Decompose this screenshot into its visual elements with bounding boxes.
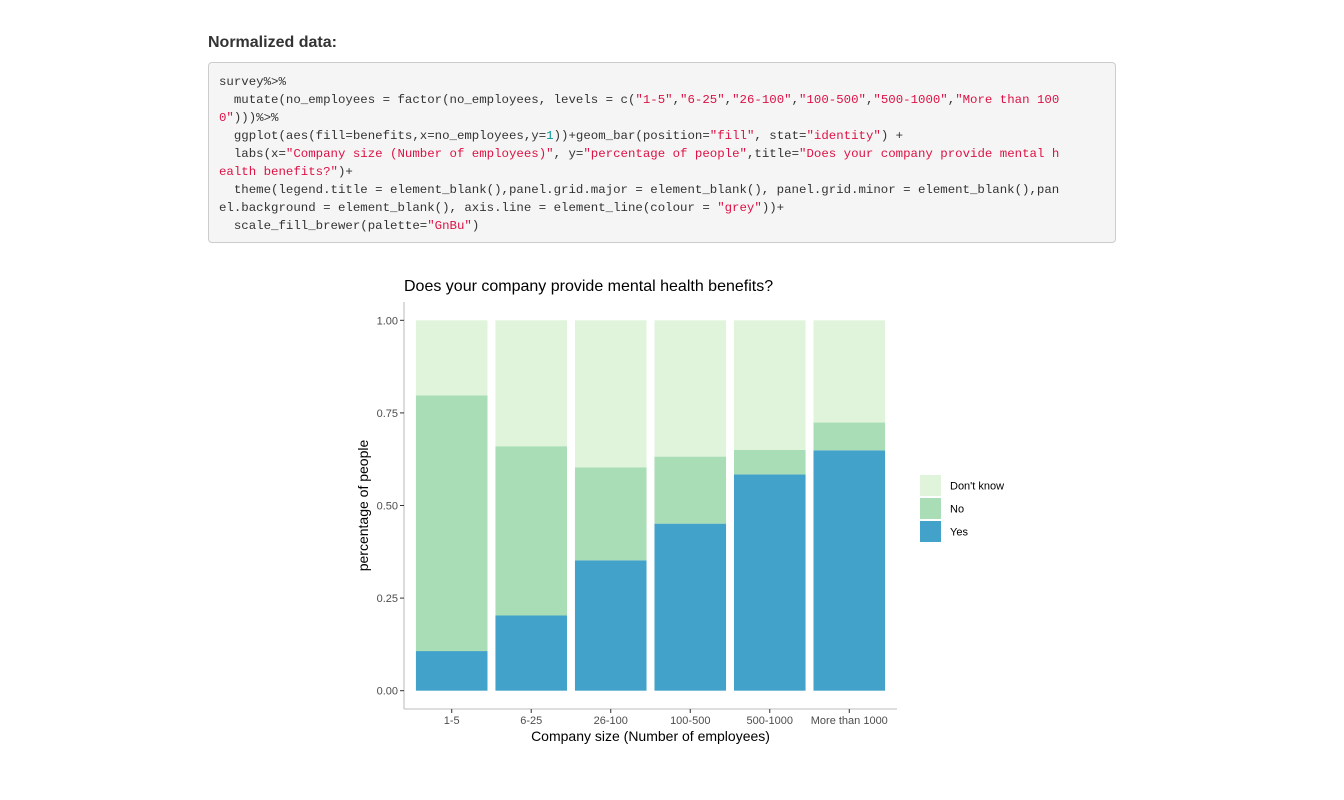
code-string-token: "Company size (Number of employees)": [285, 147, 554, 161]
code-string-token: ealth benefits?": [219, 165, 338, 179]
y-tick-label: 0.00: [377, 686, 398, 698]
bar-segment-yes: [733, 474, 806, 691]
code-token: ,title=: [746, 147, 800, 161]
code-token: ,: [947, 93, 956, 107]
code-token: ))+: [761, 201, 785, 215]
code-number-token: 1: [546, 129, 554, 143]
x-tick-label: 26-100: [594, 715, 628, 727]
code-token: ) +: [880, 129, 904, 143]
code-line: 0")))%>%: [219, 109, 1105, 127]
legend-label: No: [950, 504, 964, 516]
code-token: )+: [337, 165, 353, 179]
chart-container: Does your company provide mental health …: [340, 262, 1040, 762]
code-token: theme(legend.title = element_blank(),pan…: [219, 183, 1060, 197]
x-tick-label: 6-25: [520, 715, 542, 727]
code-token: , y=: [553, 147, 584, 161]
code-line: mutate(no_employees = factor(no_employee…: [219, 91, 1105, 109]
code-token: ggplot(aes(fill=benefits,x=no_employees,…: [219, 129, 547, 143]
code-string-token: "percentage of people": [583, 147, 747, 161]
legend-label: Don't know: [950, 481, 1004, 493]
code-string-token: "Does your company provide mental h: [799, 147, 1060, 161]
code-block: survey%>% mutate(no_employees = factor(n…: [208, 62, 1116, 243]
code-line: labs(x="Company size (Number of employee…: [219, 145, 1105, 163]
legend-swatch: [920, 498, 941, 519]
bar-segment-don-t-know: [415, 320, 488, 396]
code-token: ,: [865, 93, 874, 107]
legend-label: Yes: [950, 527, 968, 539]
code-string-token: "26-100": [732, 93, 792, 107]
x-tick-label: More than 1000: [811, 715, 888, 727]
code-string-token: "100-500": [799, 93, 866, 107]
code-string-token: "6-25": [680, 93, 725, 107]
code-string-token: "fill": [709, 129, 755, 143]
bar-segment-no: [574, 467, 647, 561]
x-tick-label: 1-5: [444, 715, 460, 727]
code-string-token: 0": [219, 111, 234, 125]
section-heading: Normalized data:: [208, 34, 337, 51]
y-tick-label: 0.75: [377, 408, 398, 420]
code-string-token: "More than 100: [955, 93, 1060, 107]
code-string-token: "grey": [717, 201, 762, 215]
code-token: mutate(no_employees = factor(no_employee…: [219, 93, 636, 107]
bar-segment-no: [415, 395, 488, 652]
legend-swatch: [920, 521, 941, 542]
y-tick-label: 0.25: [377, 593, 398, 605]
code-line: ggplot(aes(fill=benefits,x=no_employees,…: [219, 127, 1105, 145]
legend-swatch: [920, 475, 941, 496]
code-string-token: "GnBu": [427, 219, 472, 233]
code-token: , stat=: [754, 129, 807, 143]
code-line: scale_fill_brewer(palette="GnBu"): [219, 217, 1105, 235]
code-token: survey%>%: [219, 75, 286, 89]
bar-segment-yes: [654, 523, 727, 691]
bar-segment-don-t-know: [813, 320, 886, 423]
code-line: theme(legend.title = element_blank(),pan…: [219, 181, 1105, 199]
code-token: ,: [672, 93, 681, 107]
code-line: survey%>%: [219, 73, 1105, 91]
bar-segment-don-t-know: [495, 320, 568, 447]
x-tick-label: 500-1000: [747, 715, 794, 727]
bar-segment-don-t-know: [574, 320, 647, 468]
code-line: el.background = element_blank(), axis.li…: [219, 199, 1105, 217]
code-token: el.background = element_blank(), axis.li…: [219, 201, 718, 215]
code-token: ,: [724, 93, 733, 107]
code-string-token: "identity": [806, 129, 881, 143]
bar-segment-no: [495, 446, 568, 616]
code-token: )))%>%: [233, 111, 279, 125]
code-string-token: "1-5": [635, 93, 673, 107]
bar-segment-yes: [574, 560, 647, 691]
chart-title: Does your company provide mental health …: [404, 278, 773, 295]
bar-segment-no: [654, 456, 727, 524]
bar-segment-don-t-know: [733, 320, 806, 450]
code-token: scale_fill_brewer(palette=: [219, 219, 428, 233]
bar-segment-no: [733, 449, 806, 475]
bar-segment-yes: [813, 450, 886, 691]
y-tick-label: 0.50: [377, 501, 398, 513]
code-token: ))+geom_bar(position=: [553, 129, 710, 143]
code-token: ,: [791, 93, 800, 107]
code-line: ealth benefits?")+: [219, 163, 1105, 181]
bar-segment-yes: [495, 615, 568, 691]
x-tick-label: 100-500: [670, 715, 710, 727]
code-token: labs(x=: [219, 147, 286, 161]
code-string-token: "500-1000": [873, 93, 948, 107]
stacked-bar-chart: Does your company provide mental health …: [355, 278, 1004, 744]
x-axis-title: Company size (Number of employees): [531, 728, 770, 744]
code-token: ): [471, 219, 480, 233]
chart-legend: Don't know No Yes: [920, 475, 1004, 542]
bar-segment-don-t-know: [654, 320, 727, 457]
y-axis-title: percentage of people: [355, 440, 371, 572]
y-tick-label: 1.00: [377, 315, 398, 327]
bar-segment-no: [813, 422, 886, 451]
bar-segment-yes: [415, 651, 488, 691]
